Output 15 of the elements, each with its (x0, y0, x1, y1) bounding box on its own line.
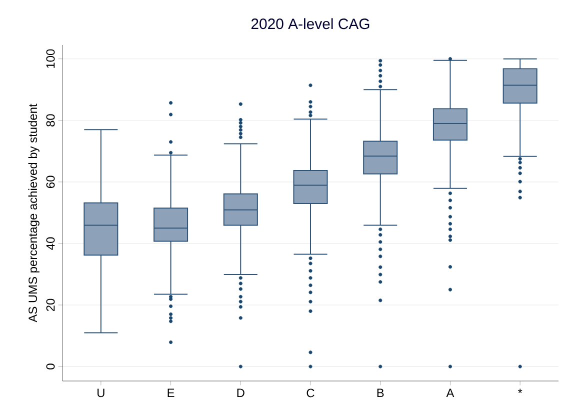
x-tick-label: E (168, 388, 174, 397)
y-tick-label: 80 (46, 114, 55, 127)
x-tick-label: U (98, 388, 104, 398)
y-tick-label: 100 (46, 49, 55, 68)
y-tick-label: 60 (46, 176, 55, 188)
x-tick-label: * (518, 388, 522, 393)
x-tick-label: D (237, 388, 244, 397)
x-tick-label: B (377, 388, 384, 397)
chart-title: 2020 A-level CAG (251, 18, 370, 30)
y-axis-title: AS UMS percentage achieved by student (28, 104, 40, 322)
y-tick-label: 0 (46, 364, 55, 370)
y-tick-label: 20 (46, 298, 55, 312)
x-tick-label: C (306, 388, 314, 398)
x-tick-label: A (446, 388, 454, 397)
y-tick-label: 40 (46, 237, 55, 250)
